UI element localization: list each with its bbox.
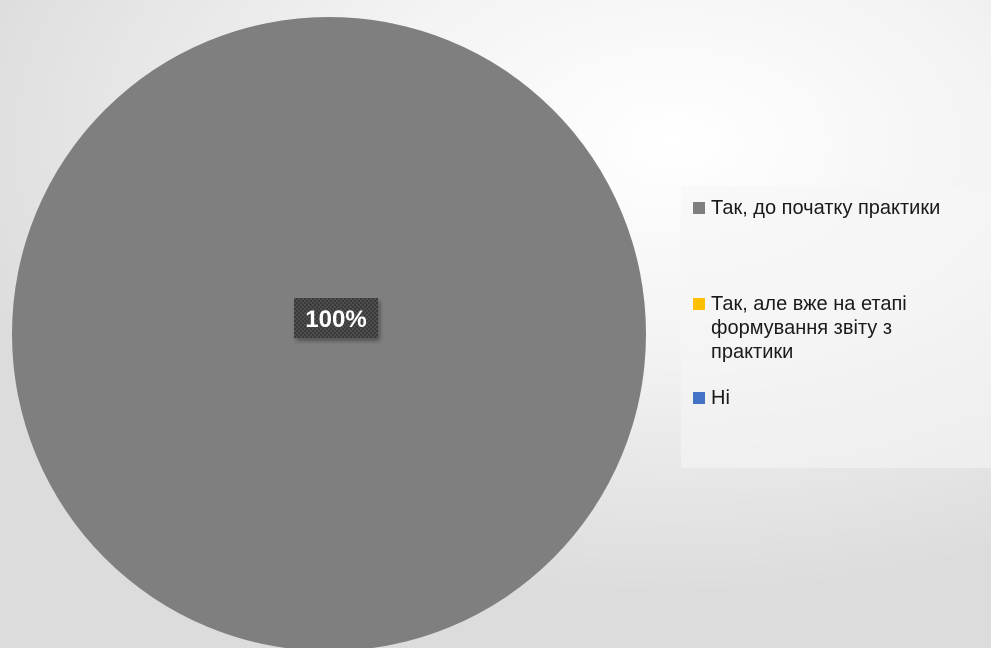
data-label-box bbox=[294, 298, 378, 338]
legend-item-before-practice: Так, до початку практики bbox=[693, 196, 989, 220]
data-label-0: 100% bbox=[294, 298, 378, 338]
legend-swatch-gray bbox=[693, 202, 705, 214]
legend-item-no: Ні bbox=[693, 386, 963, 410]
legend-swatch-yellow bbox=[693, 298, 705, 310]
legend-label: Так, але вже на етапі формування звіту з… bbox=[711, 293, 907, 363]
legend-label: Так, до початку практики bbox=[711, 197, 941, 219]
legend-swatch-blue bbox=[693, 392, 705, 404]
legend-label: Ні bbox=[711, 387, 730, 409]
legend: Так, до початку практики Так, але вже на… bbox=[681, 186, 991, 468]
data-label-text: 100% bbox=[305, 306, 366, 333]
legend-item-report-stage: Так, але вже на етапі формування звіту з… bbox=[693, 292, 963, 364]
